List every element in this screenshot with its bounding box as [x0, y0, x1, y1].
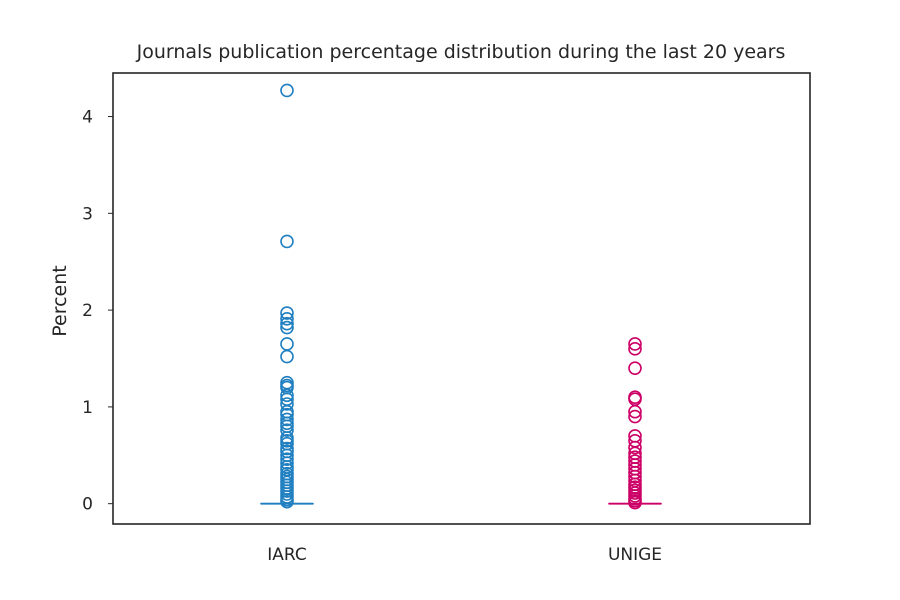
outlier-point: [280, 337, 294, 351]
outlier-point: [280, 320, 294, 335]
y-tick-label: 3: [82, 204, 93, 224]
y-tick-label: 1: [82, 398, 93, 418]
outlier-point: [280, 349, 294, 364]
plot-area: 0 1 2 3 4 IARC UNIGE: [82, 83, 662, 565]
outlier-point: [628, 337, 642, 351]
outlier-point: [628, 409, 642, 424]
outlier-point: [628, 440, 642, 455]
outlier-point: [280, 452, 294, 466]
y-tick-label: 4: [82, 108, 93, 128]
outlier-point: [280, 397, 294, 411]
y-tick-label: 0: [82, 495, 93, 515]
outlier-point: [280, 412, 294, 427]
y-axis-label: Percent: [49, 265, 71, 337]
plot-frame: [112, 72, 811, 525]
x-tick-label: UNIGE: [608, 545, 662, 565]
outlier-point: [280, 312, 294, 326]
outlier-point: [628, 342, 642, 356]
outlier-point: [280, 306, 294, 320]
outlier-point: [280, 388, 294, 403]
outlier-point: [628, 495, 642, 510]
outlier-point: [628, 469, 642, 484]
outlier-point: [280, 83, 294, 98]
outlier-point: [280, 494, 294, 509]
outlier-point: [280, 316, 294, 331]
outlier-point: [280, 234, 294, 249]
x-tick-label: IARC: [267, 545, 306, 565]
y-tick-label: 2: [82, 301, 93, 321]
outlier-point: [628, 361, 642, 375]
outlier-point: [280, 456, 294, 470]
chart-title: Journals publication percentage distribu…: [136, 41, 786, 63]
outlier-point: [280, 423, 294, 437]
outlier-point: [628, 404, 642, 419]
